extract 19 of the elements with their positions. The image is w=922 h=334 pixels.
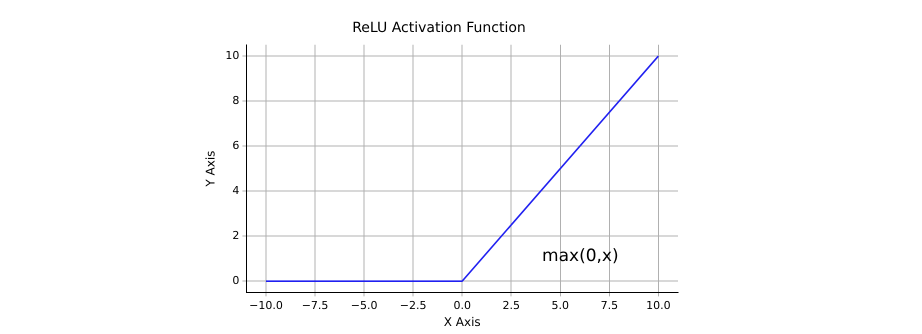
x-tick-label: 5.0 [552, 298, 570, 312]
y-tick-label: 0 [232, 274, 240, 288]
y-tick-label: 8 [232, 94, 240, 107]
y-axis-title: Y Axis [203, 150, 218, 188]
x-tick-label: 7.5 [600, 298, 618, 312]
chart-title: ReLU Activation Function [352, 20, 526, 36]
y-tick-label: 2 [232, 228, 240, 242]
x-axis-title: X Axis [444, 314, 481, 329]
x-tick-label: −10.0 [249, 298, 283, 312]
x-tick-label: −5.0 [350, 298, 378, 312]
annotation: max(0,x) [542, 246, 619, 266]
x-tick-label: 2.5 [502, 298, 520, 312]
y-tick-label: 4 [232, 184, 240, 197]
x-tick-label: −7.5 [302, 298, 328, 312]
x-tick-label: 10.0 [646, 298, 671, 312]
x-tick-label: 0.0 [453, 298, 471, 312]
x-tick-label: −2.5 [400, 298, 427, 312]
y-tick-label: 10 [225, 48, 240, 62]
y-tick-label: 6 [232, 138, 240, 152]
